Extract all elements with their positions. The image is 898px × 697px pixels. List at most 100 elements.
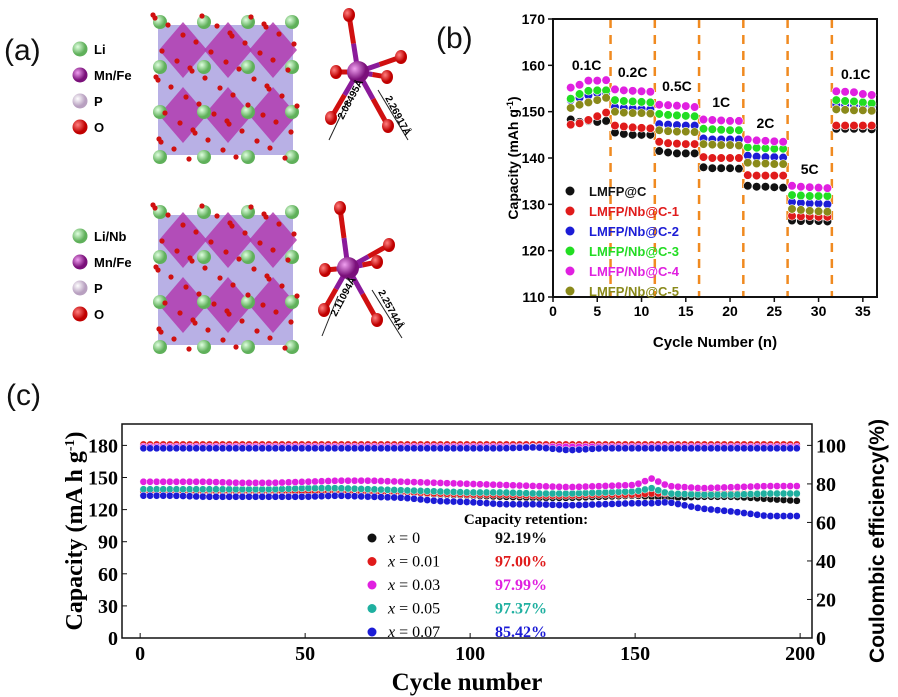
capacity-point [205,478,214,486]
ce-point [522,443,531,452]
capacity-point [726,507,735,516]
capacity-point [192,485,201,494]
li-atom [197,250,211,264]
li-atom [153,105,167,119]
data-point-lmfp-nb-c-4 [592,76,602,86]
octahedron-polyhedron [204,22,252,78]
capacity-point [324,484,333,493]
capacity-point [680,490,689,498]
data-point-lmfp-nb-c-5 [831,104,841,114]
data-point-lmfp-nb-c-5 [867,106,877,116]
capacity-point [436,487,445,496]
legend-value: = 0.07 [395,624,440,641]
y-tick-label: 90 [98,532,118,554]
o-atom [273,119,279,125]
capacity-point [317,477,326,486]
data-point-lmfp-nb-c-5 [787,204,797,214]
capacity-point [172,485,181,494]
data-point-lmfp-nb-c-3 [805,191,815,201]
o-atom [202,265,208,271]
cycling-stability-chart: 0 50 100 150 2000306090120150180020406080100… [62,419,889,696]
data-point-lmfp-nb-c-3 [681,111,691,121]
o-atom [208,239,214,245]
ce-point [205,444,214,453]
data-point-lmfp-nb-c-5 [849,105,859,115]
ce-point [390,444,399,453]
ce-point [179,444,187,453]
octahedron-top [325,8,407,133]
capacity-point [588,488,597,497]
atom-legend-marker [72,306,88,322]
capacity-point [575,489,583,498]
x-tick-label: 5 [593,303,601,319]
ce-point [674,444,682,453]
ce-point [779,444,788,453]
y2-tick-label: 40 [816,551,836,573]
capacity-point [594,488,603,497]
data-point-lmfp-nb-c-1 [698,152,709,162]
data-point-lmfp-nb-c-4 [805,182,815,192]
capacity-point [390,477,399,486]
capacity-point [575,501,583,509]
capacity-point [568,483,577,491]
y-tick-label: 0 [108,628,118,650]
data-point-lmfp-nb-c-3 [725,125,735,135]
metal-atom [337,257,359,279]
data-point-lmfp-nb-c-1 [831,120,841,131]
capacity-point [179,477,187,486]
data-point-lmfp-nb-c-4 [787,181,797,191]
atom-legend-label: Li [94,42,106,57]
o-atom [189,258,195,264]
y-tick-label: 120 [88,500,118,522]
capacity-point [429,487,438,496]
capacity-point [713,506,722,514]
x-tick-label: 25 [767,303,783,319]
data-point-lmfp-nb-c-1 [725,153,735,163]
o-atom [245,102,251,108]
ce-point [687,444,696,453]
capacity-point [264,485,273,494]
o-atom [267,145,273,151]
legend-marker [565,206,575,216]
ce-point [601,444,610,453]
atom-legend-bottom: Li/Nb Mn/Fe PO [72,228,132,322]
o-atom [174,248,180,254]
capacity-point [159,477,168,486]
li-atom [241,150,255,164]
ce-point [509,444,517,452]
o-atom [395,50,407,64]
capacity-point [344,476,352,485]
atom-legend-marker [72,254,88,270]
data-point-lmfp-nb-c-5 [858,105,868,115]
capacity-point [357,492,366,501]
ce-point [443,444,451,453]
ce-point [436,444,445,453]
li-atom [197,205,211,219]
capacity-point [476,488,484,497]
capacity-point [707,490,715,499]
o-atom [217,275,223,281]
ce-point [231,444,240,453]
ce-point [489,444,498,453]
capacity-point [634,499,643,508]
ce-point [278,444,286,453]
capacity-point [152,477,161,486]
capacity-point [561,489,570,498]
data-point-lmfp-nb-c-5 [690,127,700,137]
capacity-point [733,483,742,491]
capacity-point [535,482,544,491]
rate-label: 1C [712,94,730,110]
o-atom [334,201,346,215]
capacity-point [489,480,498,489]
o-atom [288,129,294,135]
data-point-lmfp-nb-c-1 [574,118,585,128]
plot-frame [121,423,813,639]
capacity-point [548,482,557,491]
legend-marker [367,557,377,566]
data-point-lmfp-nb-c-4 [566,82,576,93]
data-point-lmfp-nb-c-4 [698,114,709,125]
data-point-lmfp-c [725,163,735,173]
ce-point [482,444,491,453]
capacity-point [297,484,306,493]
